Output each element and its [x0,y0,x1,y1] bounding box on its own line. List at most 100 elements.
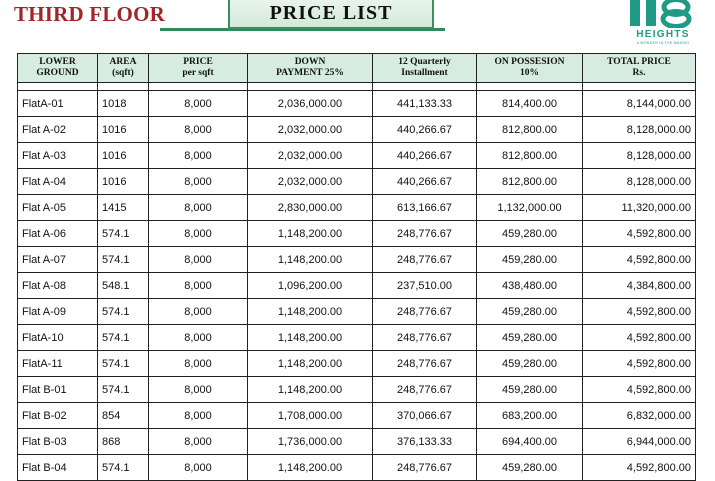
col-total-price-cell: 4,592,800.00 [582,220,696,247]
col-area-cell: 1016 [97,142,149,169]
col-quarterly-installment-cell: 441,133.33 [372,90,477,117]
col-quarterly-installment-cell: 370,066.67 [372,402,477,429]
header-line: 10% [520,68,539,78]
col-total-price-cell: 4,592,800.00 [582,324,696,351]
col-lower-ground-cell: Flat A-06 [17,220,98,247]
header-spacer [17,82,696,91]
col-on-possession-cell: 459,280.00 [476,246,583,273]
col-on-possession-cell: 459,280.00 [476,376,583,403]
header-line: ON POSSESION [494,57,565,67]
col-lower-ground-cell: Flat A-02 [17,116,98,143]
col-on-possession-cell: 459,280.00 [476,298,583,325]
col-area-cell: 868 [97,428,149,455]
col-total-price-cell: 8,128,000.00 [582,116,696,143]
col-down-payment-cell: 2,830,000.00 [247,194,373,221]
col-on-possession-cell: 812,800.00 [476,116,583,143]
col-quarterly-installment-cell: 248,776.67 [372,246,477,273]
col-quarterly-installment-cell: 237,510.00 [372,272,477,299]
col-total-price-cell: 6,944,000.00 [582,428,696,455]
col-area-cell: 574.1 [97,298,149,325]
col-quarterly-installment-cell: 248,776.67 [372,298,477,325]
col-down-payment-cell: 1,148,200.00 [247,298,373,325]
col-on-possession-cell: 459,280.00 [476,324,583,351]
table-row: Flat B-03 868 8,000 1,736,000.00 376,133.33 6… [17,428,696,455]
col-down-payment-cell: 2,036,000.00 [247,90,373,117]
col-area-cell: 1016 [97,168,149,195]
col-on-possession-cell: 459,280.00 [476,220,583,247]
col-price-per-sqft-cell: 8,000 [148,246,248,273]
header-line: Installment [401,68,448,78]
col-lower-ground-cell: Flat A-07 [17,246,98,273]
header-line: 12 Quarterly [398,57,451,67]
col-quarterly-installment-cell: 440,266.67 [372,142,477,169]
col-area-cell: 854 [97,402,149,429]
col-area-cell: 574.1 [97,454,149,481]
col-lower-ground-cell: Flat A-05 [17,194,98,221]
col-quarterly-installment-cell: 376,133.33 [372,428,477,455]
col-area-cell: 1016 [97,116,149,143]
logo-wordmark: HEIGHTS [636,29,690,40]
col-down-payment-cell: 1,096,200.00 [247,272,373,299]
col-lower-ground-cell: Flat A-03 [17,142,98,169]
header-line: (sqft) [112,68,134,78]
col-total-price-cell: 8,128,000.00 [582,168,696,195]
col-total-price-header: TOTAL PRICE Rs. [582,53,696,83]
col-price-per-sqft-cell: 8,000 [148,90,248,117]
col-total-price-cell: 4,592,800.00 [582,350,696,377]
col-price-per-sqft-cell: 8,000 [148,324,248,351]
col-down-payment-cell: 2,032,000.00 [247,116,373,143]
col-total-price-cell: 4,592,800.00 [582,376,696,403]
col-area-cell: 574.1 [97,324,149,351]
col-price-per-sqft-cell: 8,000 [148,116,248,143]
col-down-payment-cell: 1,148,200.00 [247,220,373,247]
table-row: Flat A-04 1016 8,000 2,032,000.00 440,266.67… [17,168,696,195]
col-price-per-sqft-cell: 8,000 [148,376,248,403]
col-quarterly-installment-cell: 248,776.67 [372,454,477,481]
col-on-possession-cell: 438,480.00 [476,272,583,299]
table-row: Flat A-06 574.1 8,000 1,148,200.00 248,776.6… [17,220,696,247]
header-line: LOWER [39,57,76,67]
col-lower-ground-cell: Flat A-09 [17,298,98,325]
header-line: PAYMENT 25% [276,68,344,78]
col-total-price-cell: 4,592,800.00 [582,298,696,325]
table-row: FlatA-10 574.1 8,000 1,148,200.00 248,776.67… [17,324,696,351]
table-row: Flat A-02 1016 8,000 2,032,000.00 440,266.67… [17,116,696,143]
col-lower-ground-cell: Flat B-04 [17,454,98,481]
table-row: Flat A-03 1016 8,000 2,032,000.00 440,266.67… [17,142,696,169]
col-on-possession-cell: 683,200.00 [476,402,583,429]
col-price-per-sqft-cell: 8,000 [148,454,248,481]
table-row: Flat A-09 574.1 8,000 1,148,200.00 248,776.6… [17,298,696,325]
col-quarterly-installment-header: 12 Quarterly Installment [372,53,477,83]
col-lower-ground-cell: Flat B-02 [17,402,98,429]
col-quarterly-installment-cell: 248,776.67 [372,324,477,351]
logo-tagline: A WONDER IN THE MAKING [636,41,690,45]
header-line: PRICE [183,57,213,67]
table-row: Flat A-05 1415 8,000 2,830,000.00 613,166.67… [17,194,696,221]
header-line: Rs. [632,68,646,78]
col-total-price-cell: 11,320,000.00 [582,194,696,221]
col-on-possession-cell: 814,400.00 [476,90,583,117]
table-row: Flat A-07 574.1 8,000 1,148,200.00 248,776.6… [17,246,696,273]
price-table-container: LOWER GROUND AREA (sqft) PRICE per sqft DOWN PA… [17,53,696,481]
table-body: FlatA-01 1018 8,000 2,036,000.00 441,133.33 8… [17,82,696,481]
col-area-cell: 574.1 [97,246,149,273]
b18-heights-logo: HEIGHTS A WONDER IN THE MAKING [624,0,700,48]
col-area-cell: 574.1 [97,350,149,377]
col-down-payment-cell: 1,148,200.00 [247,350,373,377]
col-price-per-sqft-cell: 8,000 [148,428,248,455]
col-total-price-cell: 4,384,800.00 [582,272,696,299]
col-down-payment-cell: 1,736,000.00 [247,428,373,455]
table-row: FlatA-11 574.1 8,000 1,148,200.00 248,776.67… [17,350,696,377]
col-quarterly-installment-cell: 248,776.67 [372,220,477,247]
col-lower-ground-header: LOWER GROUND [17,53,98,83]
col-on-possession-cell: 812,800.00 [476,168,583,195]
col-quarterly-installment-cell: 440,266.67 [372,168,477,195]
col-lower-ground-cell: FlatA-10 [17,324,98,351]
col-on-possession-header: ON POSSESION 10% [476,53,583,83]
col-quarterly-installment-cell: 248,776.67 [372,376,477,403]
col-price-per-sqft-cell: 8,000 [148,298,248,325]
col-price-per-sqft-cell: 8,000 [148,194,248,221]
col-area-cell: 1018 [97,90,149,117]
col-down-payment-cell: 1,148,200.00 [247,324,373,351]
col-lower-ground-cell: Flat A-08 [17,272,98,299]
